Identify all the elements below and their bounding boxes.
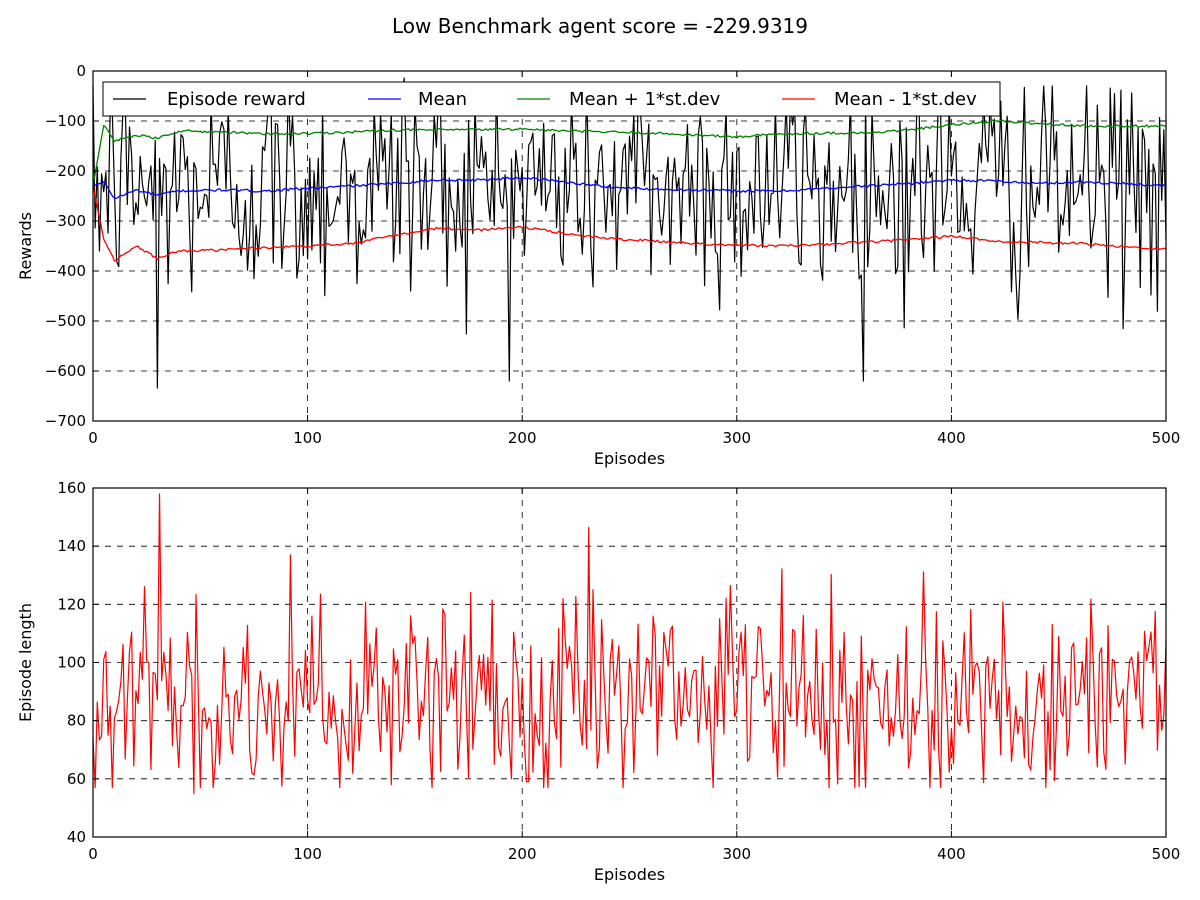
length-y-tick-label: 40	[67, 828, 86, 846]
rewards-y-axis-label: Rewards	[16, 212, 35, 280]
episode-length-series	[92, 493, 1167, 794]
length-x-tick-label: 100	[293, 845, 322, 863]
figure-title: Low Benchmark agent score = -229.9319	[391, 14, 808, 38]
legend-label: Episode reward	[167, 89, 306, 110]
rewards-y-tick-label: −200	[45, 162, 86, 180]
rewards-x-tick-label: 500	[1152, 429, 1181, 447]
mean-minus-std-series	[92, 185, 1167, 262]
rewards-y-tick-label: −300	[45, 212, 86, 230]
rewards-plot: 0 100 200 300 400 500 0 −100 −200 −300 −400 −500 −60…	[16, 62, 1180, 468]
episode-reward-series	[92, 77, 1167, 389]
length-x-tick-label: 500	[1152, 845, 1181, 863]
length-x-axis-label: Episodes	[594, 865, 665, 884]
rewards-x-tick-label: 0	[88, 429, 98, 447]
rewards-y-tick-label: −400	[45, 262, 86, 280]
rewards-y-tick-label: −600	[45, 362, 86, 380]
rewards-x-axis-label: Episodes	[594, 449, 665, 468]
length-x-tick-label: 400	[937, 845, 966, 863]
mean-plus-std-series	[92, 119, 1167, 187]
rewards-y-tick-label: −500	[45, 312, 86, 330]
legend-label: Mean + 1*st.dev	[569, 89, 721, 110]
legend-box	[102, 81, 1001, 117]
length-x-tick-label: 0	[88, 845, 98, 863]
episode-length-plot: 0 100 200 300 400 500 40 60 80 100 120 140 160 Episod…	[16, 479, 1180, 884]
rewards-frame	[92, 70, 1167, 422]
rewards-x-tick-label: 400	[937, 429, 966, 447]
legend-label: Mean	[418, 89, 467, 110]
length-y-tick-label: 60	[67, 770, 86, 788]
length-y-tick-label: 160	[57, 479, 86, 497]
length-y-tick-label: 120	[57, 595, 86, 613]
legend-label: Mean - 1*st.dev	[834, 89, 977, 110]
rewards-x-tick-label: 200	[508, 429, 537, 447]
length-y-tick-label: 100	[57, 654, 86, 672]
rewards-y-tick-label: −700	[45, 412, 86, 430]
mean-series	[92, 176, 1167, 199]
rewards-y-tick-label: 0	[76, 62, 86, 80]
length-x-tick-label: 200	[508, 845, 537, 863]
rewards-x-tick-label: 300	[722, 429, 751, 447]
length-x-tick-label: 300	[722, 845, 751, 863]
legend: Episode reward Mean Mean + 1*st.dev Mean - …	[102, 81, 1001, 117]
rewards-x-tick-label: 100	[293, 429, 322, 447]
length-y-axis-label: Episode length	[16, 603, 35, 722]
length-y-tick-label: 140	[57, 537, 86, 555]
length-y-tick-label: 80	[67, 712, 86, 730]
rewards-y-tick-label: −100	[45, 112, 86, 130]
